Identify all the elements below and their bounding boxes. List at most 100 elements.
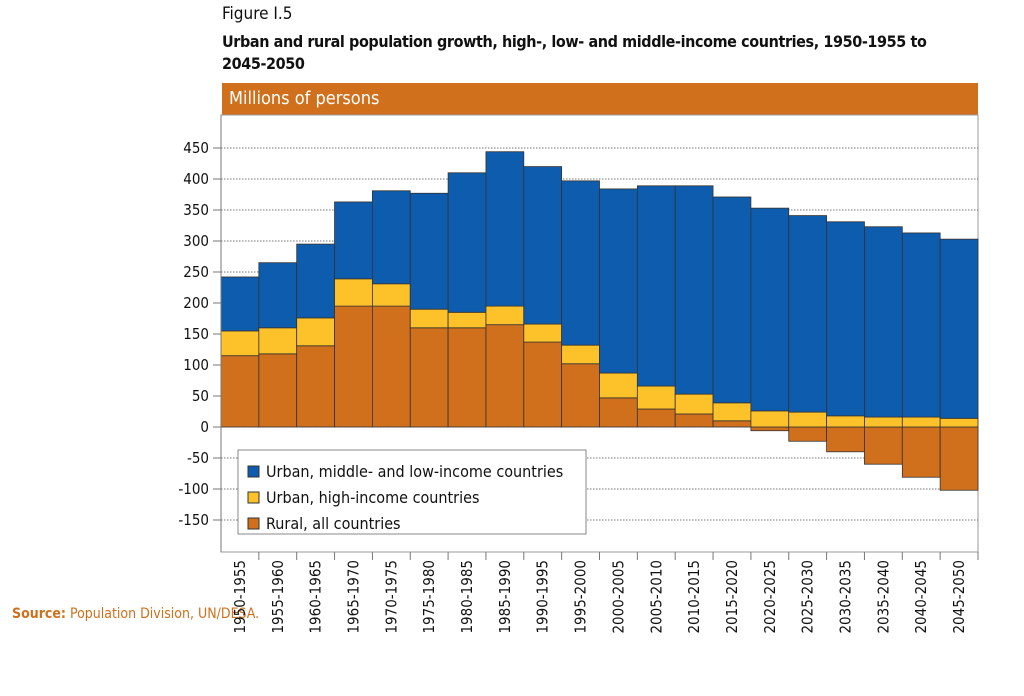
bar-segment — [636, 408, 676, 428]
bar-segment — [523, 323, 563, 343]
bar-segment — [712, 196, 752, 404]
bar-segment — [788, 215, 827, 413]
bar-segment — [864, 416, 903, 428]
x-tick-label: 1960-1965 — [307, 560, 325, 634]
x-tick-label: 1970-1975 — [382, 560, 400, 634]
bar-segment — [220, 276, 260, 332]
bar-segment — [561, 344, 600, 365]
y-tick-label: 100 — [183, 356, 209, 374]
bar-segment — [258, 262, 298, 329]
y-tick-label: 300 — [183, 232, 209, 250]
figure-label: Figure I.5 — [222, 4, 293, 24]
bar-segment — [788, 411, 827, 428]
bar-segment — [561, 363, 600, 428]
bar-segment — [901, 426, 941, 478]
bar-segment — [371, 283, 411, 307]
bar-segment — [409, 192, 449, 310]
bar-segment — [485, 324, 525, 428]
bar-segment — [864, 226, 903, 418]
bar-segment — [447, 172, 487, 313]
y-tick-label: -100 — [178, 480, 209, 498]
bar-segment — [296, 317, 335, 347]
bar-segment — [939, 417, 979, 428]
y-tick-label: 150 — [183, 325, 209, 343]
bar-segment — [599, 188, 638, 374]
x-tick-label: 1950-1955 — [231, 560, 249, 634]
bar-segment — [599, 372, 638, 399]
x-tick-label: 1975-1980 — [420, 560, 438, 634]
x-tick-label: 2025-2030 — [799, 560, 817, 634]
bar-segment — [523, 166, 563, 325]
bar-segment — [258, 327, 298, 355]
bar-segment — [864, 426, 903, 465]
legend-swatch — [247, 491, 260, 504]
bar-segment — [258, 353, 298, 428]
source-text: Population Division, UN/DESA. — [69, 606, 260, 622]
bar-segment — [901, 232, 941, 418]
y-axis-label: Millions of persons — [222, 83, 978, 115]
y-tick-label: 50 — [192, 387, 209, 405]
bar-segment — [712, 402, 752, 422]
legend — [237, 449, 587, 535]
x-tick-label: 2020-2025 — [761, 560, 779, 634]
source-note: Source: Population Division, UN/DESA. — [12, 604, 259, 624]
bar-segment — [599, 397, 638, 428]
bar-segment — [750, 426, 790, 432]
bar-segment — [939, 238, 979, 419]
bar-segment — [750, 410, 790, 428]
x-tick-label: 2005-2010 — [647, 560, 665, 634]
bar-segment — [485, 151, 525, 307]
y-tick-label: 250 — [183, 263, 209, 281]
y-tick-label: 400 — [183, 170, 209, 188]
legend-swatch — [247, 517, 260, 530]
x-tick-label: 2035-2040 — [874, 560, 892, 634]
x-tick-label: 1995-2000 — [572, 560, 590, 634]
legend-label: Urban, high-income countries — [266, 488, 479, 507]
source-label: Source: — [12, 606, 66, 622]
y-tick-label: -50 — [187, 449, 209, 467]
x-tick-label: 1980-1985 — [458, 560, 476, 634]
bar-segment — [409, 308, 449, 329]
bar-segment — [712, 420, 752, 428]
bar-segment — [409, 327, 449, 428]
bar-segment — [826, 415, 865, 428]
bar-segment — [939, 426, 979, 491]
bar-segment — [636, 385, 676, 410]
x-tick-label: 2030-2035 — [837, 560, 855, 634]
bar-segment — [447, 311, 487, 329]
x-tick-label: 2040-2045 — [912, 560, 930, 634]
bar-segment — [485, 305, 525, 326]
bar-segment — [788, 426, 827, 442]
bar-segment — [826, 426, 865, 453]
bar-segment — [636, 185, 676, 387]
bar-segment — [674, 185, 714, 395]
y-tick-label: 350 — [183, 201, 209, 219]
x-tick-label: 1990-1995 — [534, 560, 552, 634]
bar-segment — [371, 190, 411, 285]
bar-segment — [334, 278, 373, 307]
y-tick-label: 200 — [183, 294, 209, 312]
x-tick-label: 1955-1960 — [269, 560, 287, 634]
x-tick-label: 2045-2050 — [950, 560, 968, 634]
x-tick-label: 1965-1970 — [344, 560, 362, 634]
bar-segment — [674, 413, 714, 428]
bar-segment — [674, 393, 714, 415]
bar-segment — [826, 221, 865, 417]
bar-segment — [296, 345, 335, 428]
bar-segment — [371, 305, 411, 428]
bar-segment — [334, 305, 373, 428]
bar-segment — [750, 207, 790, 412]
bar-segment — [523, 341, 563, 428]
x-tick-label: 2010-2015 — [685, 560, 703, 634]
bar-segment — [901, 416, 941, 428]
chart-title: Urban and rural population growth, high-… — [222, 32, 927, 73]
bar-segment — [561, 180, 600, 346]
x-tick-label: 1985-1990 — [496, 560, 514, 634]
legend-label: Urban, middle- and low-income countries — [266, 462, 563, 481]
legend-swatch — [247, 465, 260, 478]
y-tick-label: -150 — [178, 511, 209, 529]
bar-segment — [220, 330, 260, 357]
x-tick-label: 2000-2005 — [609, 560, 627, 634]
bar-segment — [447, 327, 487, 428]
